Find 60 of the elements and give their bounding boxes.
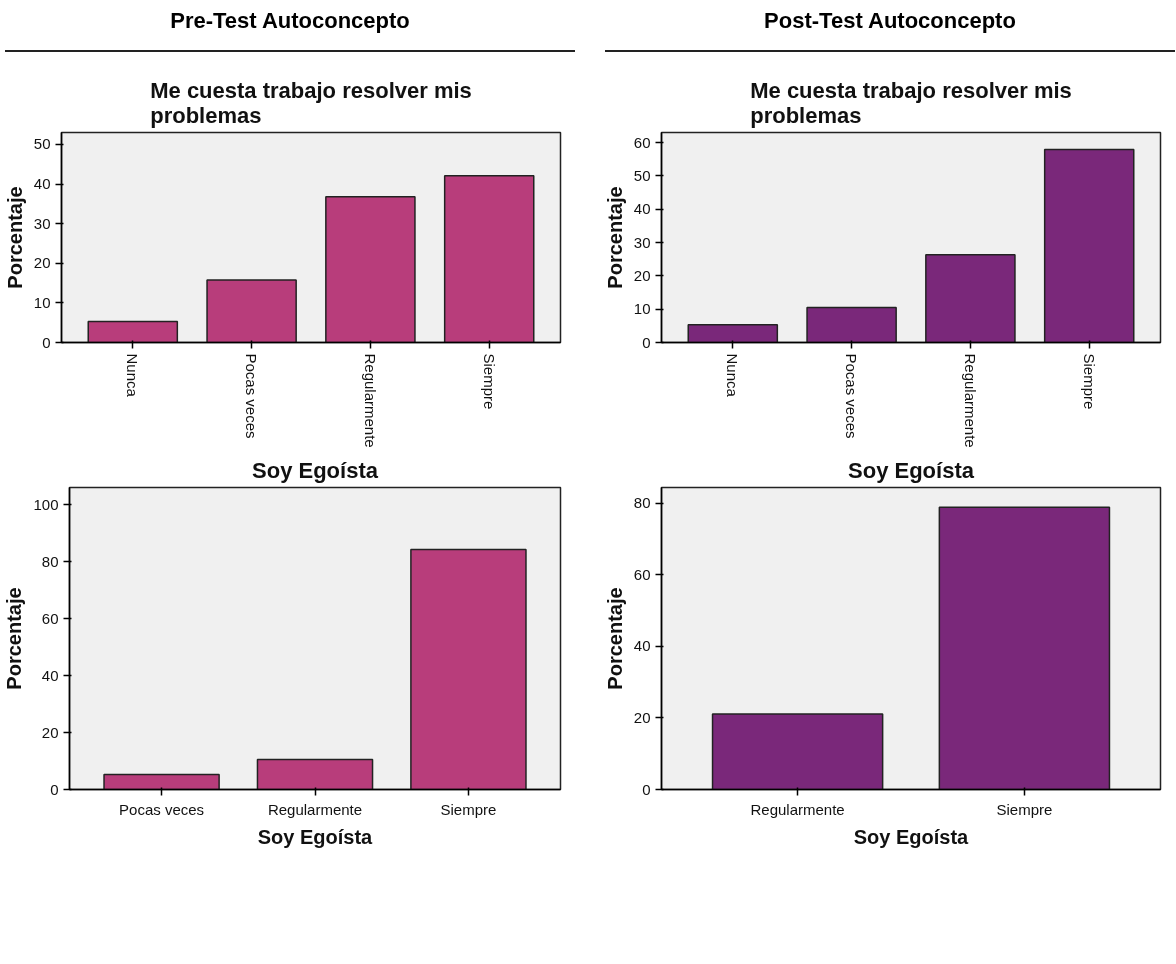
y-tick-label: 60 xyxy=(633,565,651,583)
y-axis-title: Porcentaje xyxy=(3,587,26,690)
bar xyxy=(103,773,220,790)
text: Post-Test Autoconcepto xyxy=(605,5,1175,53)
y-tick-label: 40 xyxy=(633,200,651,218)
y-tick-label: 20 xyxy=(41,723,59,741)
y-tick-label: 80 xyxy=(41,552,59,570)
x-axis-title: Soy Egoísta xyxy=(853,825,970,848)
y-tick-label: 20 xyxy=(633,708,651,726)
y-axis-title: Porcentaje xyxy=(603,587,626,690)
y-axis-title: Porcentaje xyxy=(603,186,626,289)
bar xyxy=(325,195,416,343)
y-tick-label: 30 xyxy=(33,214,51,232)
y-tick-label: 0 xyxy=(642,780,651,798)
y-tick-label: 40 xyxy=(33,175,51,193)
bar xyxy=(256,758,374,790)
y-tick-label: 60 xyxy=(41,609,59,627)
y-tick-label: 100 xyxy=(33,495,59,513)
chart-title: Me cuesta trabajo resolver mis problemas xyxy=(150,77,472,128)
y-tick-label: 20 xyxy=(33,254,51,272)
x-tick-label: Pocas veces xyxy=(243,353,261,439)
y-tick-label: 0 xyxy=(642,333,651,351)
x-axis-title: Soy Egoísta xyxy=(257,825,374,848)
y-tick-label: 10 xyxy=(33,293,51,311)
chart-title: Soy Egoísta xyxy=(848,457,975,483)
bar xyxy=(806,306,897,343)
x-tick-label: Nunca xyxy=(724,353,742,398)
chart-title: Soy Egoísta xyxy=(252,457,379,483)
y-tick-label: 50 xyxy=(633,166,651,184)
y-tick-label: 30 xyxy=(633,233,651,251)
x-tick-label: Siempre xyxy=(1080,353,1098,410)
bar xyxy=(925,254,1016,343)
y-tick-label: 40 xyxy=(41,666,59,684)
x-tick-label: Regularmente xyxy=(961,353,979,448)
x-tick-label: Regularmente xyxy=(361,353,379,448)
y-tick-label: 10 xyxy=(633,300,651,318)
x-tick-label: Regularmente xyxy=(750,800,845,818)
x-tick-label: Siempre xyxy=(480,353,498,410)
y-tick-label: 50 xyxy=(33,135,51,153)
y-tick-label: 40 xyxy=(633,637,651,655)
x-tick-label: Pocas veces xyxy=(119,800,205,818)
bar xyxy=(410,548,527,790)
x-tick-label: Nunca xyxy=(124,353,142,398)
bar xyxy=(206,279,297,343)
y-axis-title: Porcentaje xyxy=(3,186,26,289)
x-tick-label: Siempre xyxy=(996,800,1053,818)
chart-title: Me cuesta trabajo resolver mis problemas xyxy=(750,77,1072,128)
y-tick-label: 60 xyxy=(633,133,651,151)
y-tick-label: 20 xyxy=(633,266,651,284)
x-tick-label: Pocas veces xyxy=(843,353,861,439)
text: Pre-Test Autoconcepto xyxy=(5,5,575,53)
y-tick-label: 80 xyxy=(633,494,651,512)
bar xyxy=(1043,148,1135,343)
y-tick-label: 0 xyxy=(50,780,59,798)
bar xyxy=(87,320,179,343)
bar xyxy=(443,174,535,343)
x-tick-label: Siempre xyxy=(440,800,497,818)
bar xyxy=(687,324,779,343)
x-tick-label: Regularmente xyxy=(267,800,363,818)
y-tick-label: 0 xyxy=(42,333,51,351)
